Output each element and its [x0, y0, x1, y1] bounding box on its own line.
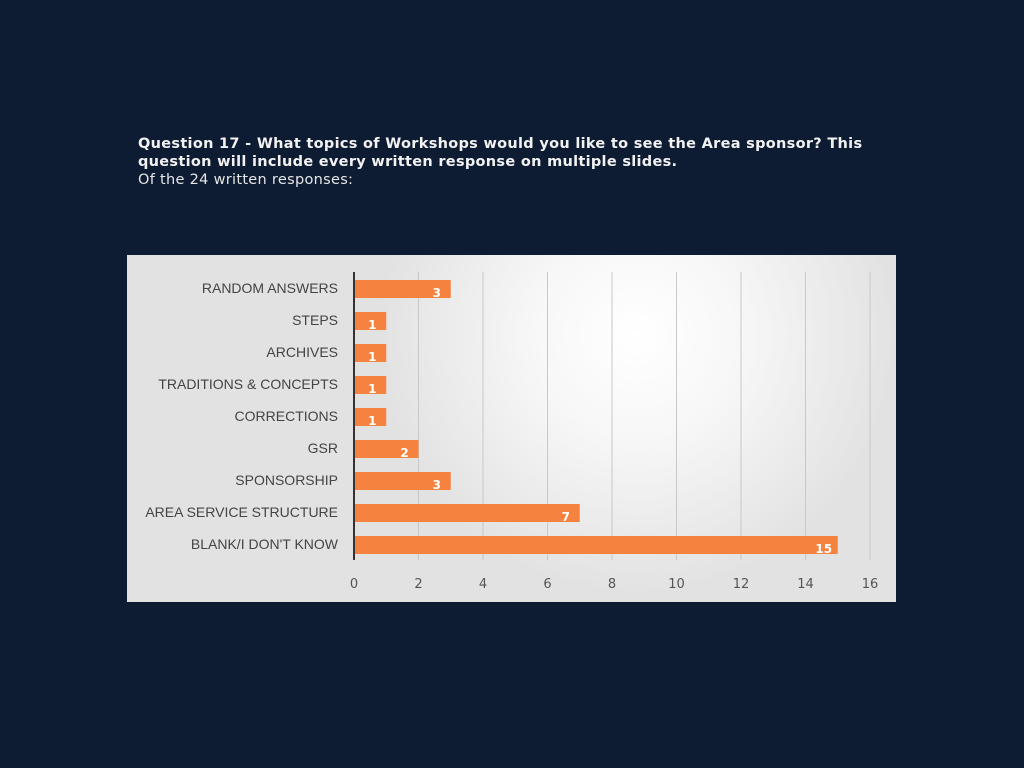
slide-title: Question 17 - What topics of Workshops w…: [138, 136, 863, 170]
data-label: 7: [562, 510, 570, 524]
x-tick-label: 16: [862, 577, 879, 592]
x-tick-label: 12: [733, 577, 750, 592]
data-label: 3: [433, 478, 441, 492]
bar: [354, 472, 451, 490]
x-tick-label: 14: [797, 577, 814, 592]
bar: [354, 280, 451, 298]
x-tick-label: 0: [350, 577, 358, 592]
bar: [354, 536, 838, 554]
category-label: GSR: [308, 440, 338, 456]
slide-subtitle: Of the 24 written responses:: [138, 172, 354, 188]
bar: [354, 408, 387, 426]
bar: [354, 376, 387, 394]
category-label: ARCHIVES: [266, 344, 338, 360]
bar: [354, 344, 387, 362]
category-label: CORRECTIONS: [235, 408, 338, 424]
x-tick-label: 8: [608, 577, 616, 592]
x-tick-label: 10: [668, 577, 685, 592]
category-label: SPONSORSHIP: [235, 472, 338, 488]
bar: [354, 312, 387, 330]
x-tick-label: 2: [414, 577, 422, 592]
data-label: 1: [368, 414, 376, 428]
category-label: TRADITIONS & CONCEPTS: [158, 376, 338, 392]
bar: [354, 504, 580, 522]
data-label: 15: [815, 542, 832, 556]
x-tick-label: 6: [543, 577, 551, 592]
data-label: 2: [400, 446, 408, 460]
data-label: 3: [433, 286, 441, 300]
category-label: STEPS: [292, 312, 338, 328]
chart-panel: 0 2 4 6 8 10 12 14 16 RANDOM ANSWERS 3 STEPS 1 ARCHIV…: [127, 255, 896, 602]
data-label: 1: [368, 350, 376, 364]
category-label: BLANK/I DON'T KNOW: [191, 536, 339, 552]
x-tick-label: 4: [479, 577, 487, 592]
category-label: RANDOM ANSWERS: [202, 280, 338, 296]
bar: [354, 440, 419, 458]
data-label: 1: [368, 318, 376, 332]
category-label: AREA SERVICE STRUCTURE: [145, 504, 338, 520]
data-label: 1: [368, 382, 376, 396]
